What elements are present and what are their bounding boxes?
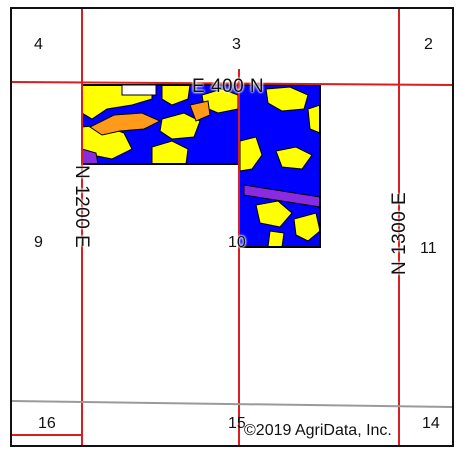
soil-unit-yellow [151, 140, 189, 165]
soil-unit-yellow [255, 200, 293, 228]
copyright-text: ©2019 AgriData, Inc. [244, 422, 392, 439]
section-lines [12, 9, 452, 445]
section-number: 2 [424, 36, 433, 53]
section-number: 11 [420, 240, 437, 257]
section-line-north [12, 81, 452, 86]
section-number: 4 [34, 36, 43, 53]
soil-unit-yellow [265, 86, 309, 112]
road-label-west: N 1200 E [71, 165, 92, 249]
soil-unit-yellow [275, 146, 313, 170]
soil-unit-yellow [293, 212, 321, 242]
soil-map-frame: 4 3 2 9 10 11 16 15 14 E 400 N N 1200 E … [10, 7, 454, 447]
section-number: 14 [422, 415, 440, 432]
field-notch [121, 84, 157, 96]
section-number: 3 [232, 36, 241, 53]
section-number: 9 [34, 234, 43, 251]
road-label-east: N 1300 E [389, 191, 410, 275]
soil-unit-orange [189, 100, 211, 122]
section-number: 10 [228, 234, 246, 251]
gray-road-south [12, 400, 452, 408]
section-number: 16 [38, 415, 56, 432]
field-boundary [81, 84, 321, 248]
soil-unit-yellow [267, 230, 285, 248]
road-label-north: E 400 N [192, 76, 265, 97]
soil-unit-yellow [307, 104, 321, 134]
soil-map-canvas [12, 9, 452, 445]
section-number: 15 [228, 415, 246, 432]
soil-unit-orange [89, 112, 162, 136]
soil-unit-yellow [159, 112, 201, 140]
